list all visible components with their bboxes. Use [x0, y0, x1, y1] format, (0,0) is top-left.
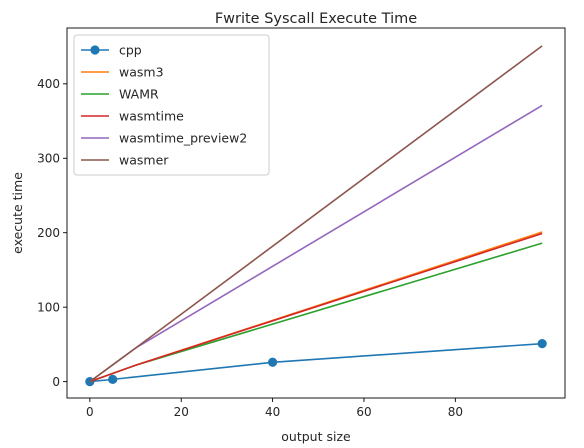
- legend-label: wasmtime: [119, 109, 184, 124]
- series-line-wasmer: [89, 45, 543, 383]
- y-tick-label: 100: [37, 300, 60, 314]
- x-tick-label: 40: [265, 405, 280, 419]
- legend-label: wasmer: [119, 153, 169, 168]
- series-line-wamr: [89, 242, 543, 383]
- series-line-cpp: [89, 342, 543, 383]
- legend-label: wasmtime_preview2: [119, 131, 247, 146]
- data-point-cpp: [108, 374, 118, 384]
- legend-label: wasm3: [119, 65, 164, 80]
- data-point-cpp: [537, 339, 547, 349]
- x-tick-label: 80: [448, 405, 463, 419]
- y-tick-label: 0: [52, 375, 60, 389]
- x-tick-label: 0: [86, 405, 94, 419]
- y-tick-label: 300: [37, 152, 60, 166]
- y-axis-label: execute time: [10, 172, 25, 254]
- legend: cpp wasm3 WAMR wasmtime wasmtime_preview2was…: [73, 34, 270, 176]
- axis-ticks: 0 20 40 60 80 0 100 200 300 400: [37, 77, 463, 419]
- plot-area: [85, 45, 547, 387]
- x-tick-label: 60: [356, 405, 371, 419]
- data-point-cpp: [267, 357, 278, 367]
- x-tick-label: 20: [174, 405, 189, 419]
- y-tick-label: 200: [37, 226, 60, 240]
- y-tick-label: 400: [37, 77, 60, 91]
- x-axis-label: output size: [281, 429, 351, 444]
- series-line-wasmtime: [89, 232, 543, 383]
- legend-label: cpp: [119, 43, 142, 58]
- chart-title: Fwrite Syscall Execute Time: [215, 11, 417, 27]
- axes-frame: [66, 27, 566, 399]
- legend-box: [73, 34, 270, 176]
- legend-marker: [90, 45, 100, 55]
- legend-label: WAMR: [119, 87, 159, 102]
